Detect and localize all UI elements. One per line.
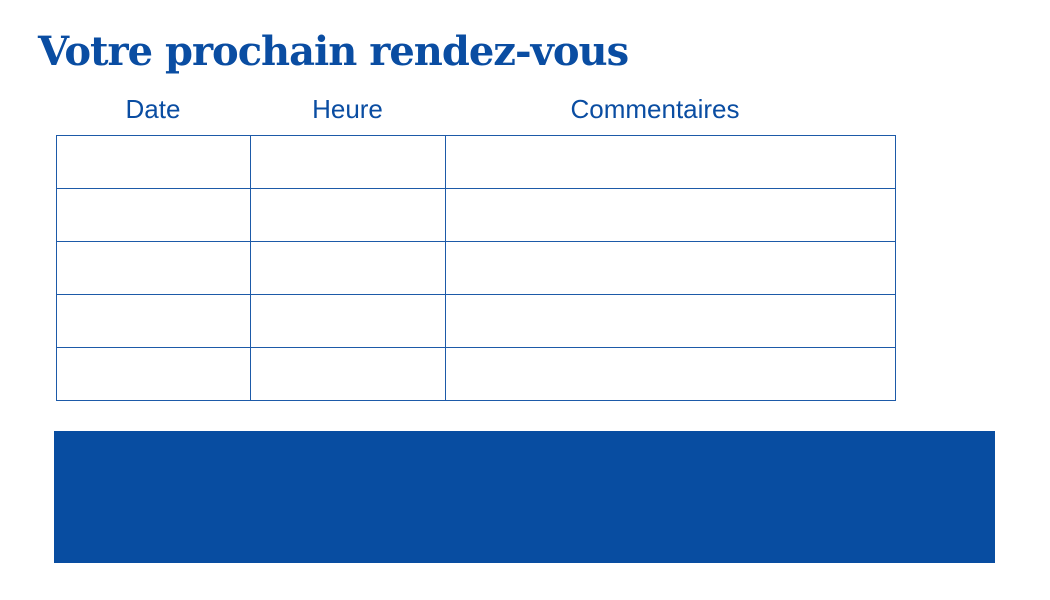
table-row (56, 347, 896, 401)
table-row (56, 294, 896, 348)
table-cell[interactable] (250, 294, 446, 348)
table-cell[interactable] (250, 241, 446, 295)
table-cell[interactable] (56, 347, 251, 401)
page-title: Votre prochain rendez-vous (38, 28, 629, 75)
table-cell[interactable] (445, 135, 896, 189)
table-cell[interactable] (445, 347, 896, 401)
table-cell[interactable] (445, 294, 896, 348)
appointment-table (56, 135, 896, 401)
table-cell[interactable] (56, 135, 251, 189)
table-cell[interactable] (56, 241, 251, 295)
table-cell[interactable] (250, 135, 446, 189)
table-row (56, 188, 896, 242)
footer-banner (54, 431, 995, 563)
table-row (56, 241, 896, 295)
header-time: Heure (312, 94, 383, 124)
table-cell[interactable] (445, 188, 896, 242)
table-cell[interactable] (250, 347, 446, 401)
table-cell[interactable] (56, 188, 251, 242)
table-cell[interactable] (56, 294, 251, 348)
header-date: Date (125, 94, 181, 124)
header-comments: Commentaires (570, 94, 740, 124)
table-cell[interactable] (445, 241, 896, 295)
table-cell[interactable] (250, 188, 446, 242)
table-row (56, 135, 896, 189)
